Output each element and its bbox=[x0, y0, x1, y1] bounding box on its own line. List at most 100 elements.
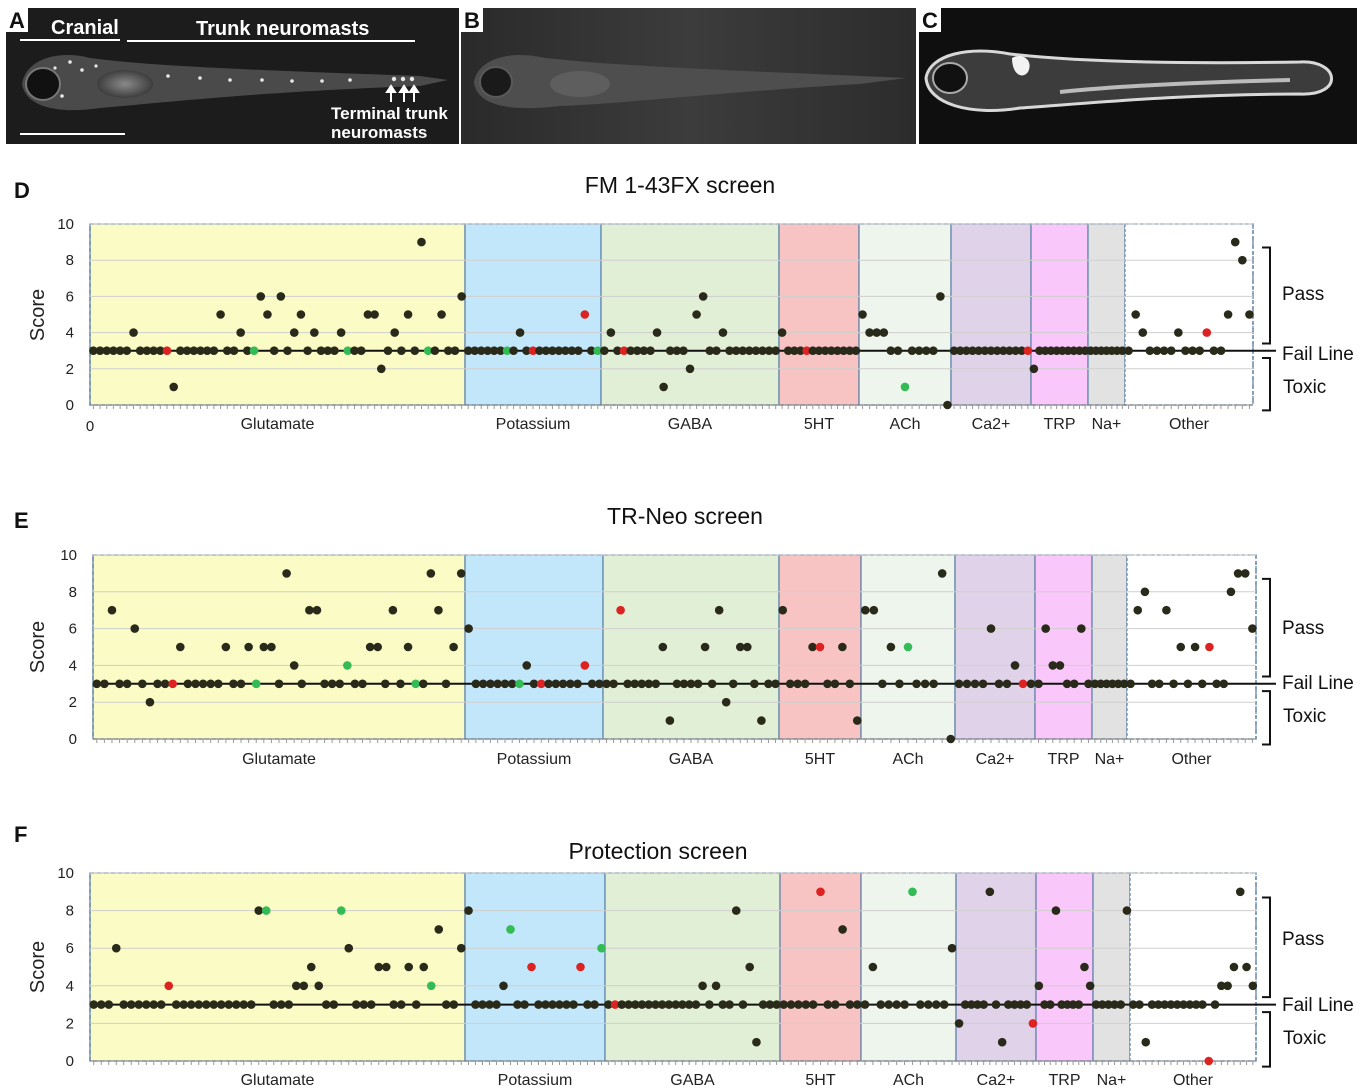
data-point bbox=[306, 962, 316, 972]
data-point bbox=[686, 679, 696, 689]
data-point bbox=[1004, 1000, 1013, 1009]
data-point bbox=[1235, 887, 1245, 897]
chart-letter: D bbox=[14, 178, 30, 203]
y-tick-label: 4 bbox=[69, 657, 77, 674]
data-point bbox=[1166, 346, 1176, 356]
data-point bbox=[1248, 981, 1258, 991]
data-point bbox=[513, 1000, 522, 1009]
toxic-label: Toxic bbox=[1283, 1028, 1326, 1049]
data-point bbox=[115, 679, 124, 689]
data-point bbox=[814, 346, 824, 356]
data-point bbox=[1002, 679, 1012, 689]
data-point bbox=[149, 1000, 159, 1009]
data-point bbox=[823, 679, 832, 689]
data-point bbox=[693, 679, 703, 689]
data-point bbox=[1084, 679, 1093, 689]
data-point bbox=[637, 679, 647, 689]
data-point bbox=[267, 642, 276, 652]
data-point bbox=[587, 679, 597, 689]
data-point bbox=[830, 1000, 840, 1009]
chart-letter: E bbox=[14, 508, 29, 533]
fail-line-label: Fail Line bbox=[1282, 673, 1354, 694]
data-point bbox=[558, 679, 568, 689]
data-point bbox=[1016, 1000, 1025, 1009]
trunk-neuromasts-label: Trunk neuromasts bbox=[196, 18, 369, 40]
data-point bbox=[437, 310, 446, 319]
data-point bbox=[1097, 1000, 1107, 1009]
data-point bbox=[457, 292, 466, 301]
data-point bbox=[263, 310, 272, 319]
data-point bbox=[310, 328, 319, 337]
data-point bbox=[853, 1000, 862, 1009]
data-point bbox=[955, 346, 965, 356]
y-tick-label: 8 bbox=[66, 903, 74, 920]
category-label: Potassium bbox=[497, 751, 572, 768]
data-point bbox=[1145, 346, 1155, 356]
data-point bbox=[1229, 962, 1239, 972]
data-point bbox=[908, 887, 917, 897]
data-point bbox=[1166, 1000, 1176, 1009]
data-point bbox=[583, 1000, 592, 1009]
data-point bbox=[1022, 1000, 1032, 1009]
data-point bbox=[209, 1000, 219, 1009]
data-point bbox=[92, 679, 102, 689]
chart-plot-area: 0 2 4 6 8 10 Glutamate Potassium GABA 5HT ACh Ca2+ T… bbox=[57, 865, 1276, 1089]
category-label: ACh bbox=[892, 751, 923, 768]
data-point bbox=[441, 1000, 451, 1009]
data-point bbox=[771, 346, 781, 356]
data-point bbox=[624, 1000, 633, 1009]
data-point bbox=[852, 716, 862, 725]
data-point bbox=[456, 569, 466, 578]
data-point bbox=[962, 346, 971, 356]
data-point bbox=[921, 346, 931, 356]
category-label: 5HT bbox=[805, 751, 835, 768]
data-point bbox=[860, 605, 870, 615]
category-label: Glutamate bbox=[241, 416, 315, 433]
data-point bbox=[102, 346, 112, 356]
data-point bbox=[1029, 364, 1039, 374]
data-point bbox=[493, 679, 502, 689]
data-point bbox=[162, 346, 172, 356]
data-point bbox=[153, 679, 162, 689]
data-point bbox=[289, 328, 299, 337]
data-point bbox=[1183, 679, 1193, 689]
data-point bbox=[104, 1000, 114, 1009]
data-point bbox=[573, 679, 582, 689]
data-point bbox=[515, 679, 524, 689]
data-point bbox=[1209, 346, 1219, 356]
data-point bbox=[671, 1000, 680, 1009]
micrograph-c: C bbox=[919, 8, 1357, 144]
data-point bbox=[363, 310, 373, 319]
data-point bbox=[785, 679, 795, 689]
data-point bbox=[758, 1000, 768, 1009]
data-point bbox=[244, 642, 253, 652]
data-point bbox=[156, 346, 165, 356]
data-point bbox=[665, 716, 675, 725]
data-point bbox=[1011, 346, 1020, 356]
data-point bbox=[426, 569, 436, 578]
data-point bbox=[327, 679, 337, 689]
data-point bbox=[201, 1000, 211, 1009]
data-point bbox=[246, 1000, 256, 1009]
panel-letter-a: A bbox=[9, 8, 25, 33]
category-label: TRP bbox=[1048, 751, 1080, 768]
data-point bbox=[515, 328, 525, 337]
toxic-bracket bbox=[1262, 356, 1271, 412]
data-point bbox=[839, 346, 848, 356]
data-point bbox=[410, 346, 420, 356]
data-point bbox=[711, 981, 721, 991]
data-point bbox=[1212, 679, 1221, 689]
data-point bbox=[171, 1000, 181, 1009]
data-point bbox=[886, 346, 896, 356]
data-point bbox=[900, 382, 910, 392]
chart-fm143fx: D FM 1-43FX screen Score 0 0 2 4 6 8 10 Glutam… bbox=[14, 172, 1354, 435]
data-point bbox=[698, 981, 707, 991]
data-point bbox=[1116, 1000, 1126, 1009]
data-point bbox=[1230, 237, 1240, 247]
data-point bbox=[876, 1000, 886, 1009]
data-point bbox=[878, 679, 887, 689]
data-point bbox=[651, 679, 661, 689]
category-band-gaba bbox=[600, 223, 780, 406]
chart-title: FM 1-43FX screen bbox=[585, 172, 775, 198]
data-point bbox=[397, 346, 406, 356]
